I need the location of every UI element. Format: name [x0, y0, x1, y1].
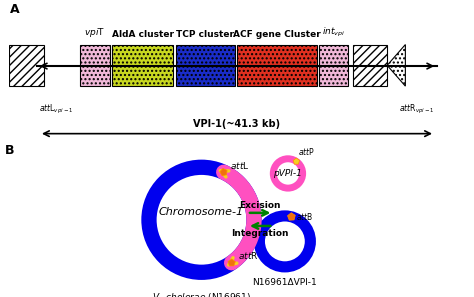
- Polygon shape: [288, 213, 295, 220]
- Polygon shape: [220, 168, 227, 176]
- Text: $\mathit{att}$R$_{\mathit{vpi-1}}$: $\mathit{att}$R$_{\mathit{vpi-1}}$: [400, 103, 435, 116]
- Text: AldA cluster: AldA cluster: [111, 30, 173, 39]
- Text: $\mathit{int}$$_{\mathit{vpi}}$: $\mathit{int}$$_{\mathit{vpi}}$: [322, 26, 346, 39]
- Polygon shape: [0, 45, 9, 86]
- Text: $\mathit{att}$R: $\mathit{att}$R: [238, 250, 258, 261]
- Polygon shape: [387, 45, 405, 86]
- Polygon shape: [293, 158, 300, 164]
- Text: Excision: Excision: [239, 201, 281, 210]
- FancyBboxPatch shape: [319, 45, 348, 86]
- FancyBboxPatch shape: [175, 45, 235, 86]
- FancyBboxPatch shape: [237, 45, 317, 86]
- Text: $\mathit{att}$L: $\mathit{att}$L: [230, 160, 249, 171]
- Text: N16961ΔVPI-1: N16961ΔVPI-1: [253, 278, 317, 287]
- FancyBboxPatch shape: [353, 45, 387, 86]
- Text: $\mathit{att}$L$_{\mathit{vpi-1}}$: $\mathit{att}$L$_{\mathit{vpi-1}}$: [39, 103, 73, 116]
- Text: $\mathit{vpi}$T: $\mathit{vpi}$T: [84, 26, 105, 39]
- FancyBboxPatch shape: [112, 45, 173, 86]
- Text: VPI-1(~41.3 kb): VPI-1(~41.3 kb): [193, 119, 281, 129]
- Text: B: B: [5, 144, 14, 157]
- Text: TCP cluster: TCP cluster: [176, 30, 234, 39]
- Text: Integration: Integration: [231, 229, 289, 238]
- Text: pVPI-1: pVPI-1: [273, 169, 302, 178]
- Text: $\mathit{V.\ cholerae}$ (N16961): $\mathit{V.\ cholerae}$ (N16961): [152, 291, 251, 297]
- FancyBboxPatch shape: [80, 45, 109, 86]
- Text: A: A: [9, 3, 19, 16]
- Text: $\mathit{att}$B: $\mathit{att}$B: [296, 211, 313, 222]
- FancyBboxPatch shape: [9, 45, 44, 86]
- Text: ACF gene Cluster: ACF gene Cluster: [233, 30, 321, 39]
- Text: $\mathit{att}$P: $\mathit{att}$P: [298, 146, 315, 157]
- Polygon shape: [228, 259, 235, 266]
- Text: Chromosome-1: Chromosome-1: [159, 207, 244, 217]
